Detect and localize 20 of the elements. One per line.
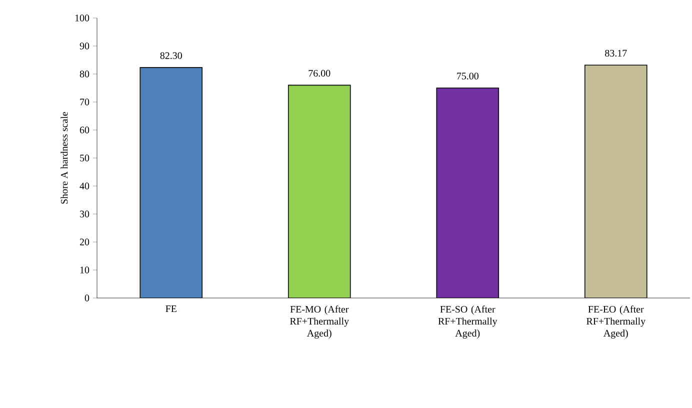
y-tick-label: 60 (80, 126, 90, 134)
y-tick-label: 90 (80, 42, 90, 50)
y-tick-label: 80 (80, 70, 90, 78)
x-tick-label: FE-EO (After RF+Thermally Aged) (586, 306, 646, 339)
x-tick-label: FE (166, 306, 176, 312)
y-tick-label: 100 (75, 14, 90, 22)
y-tick-label: 70 (80, 98, 90, 106)
x-tick-label: FE-MO (After RF+Thermally Aged) (290, 306, 350, 339)
x-tick-label: FE-SO (After RF+Thermally Aged) (438, 306, 498, 339)
y-axis-title: Shore A hardness scale (60, 112, 68, 204)
y-tick-label: 10 (80, 266, 90, 274)
data-label: 76.00 (308, 70, 330, 77)
y-tick-label: 40 (80, 182, 90, 190)
data-label: 75.00 (457, 72, 478, 80)
y-tick-label: 20 (80, 238, 90, 246)
y-tick-label: 30 (80, 210, 90, 218)
y-tick-label: 50 (80, 154, 90, 162)
y-tick-label: 0 (84, 294, 90, 302)
data-label: 83.17 (605, 50, 627, 57)
data-label: 82.30 (160, 52, 182, 60)
